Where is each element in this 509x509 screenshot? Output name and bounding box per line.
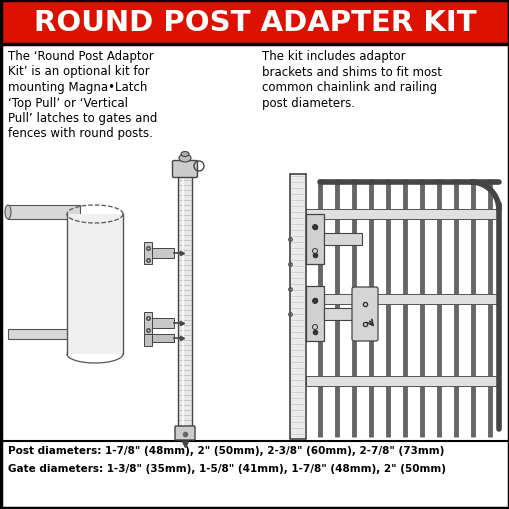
Text: Post diameters: 1-7/8" (48mm), 2" (50mm), 2-3/8" (60mm), 2-7/8" (73mm): Post diameters: 1-7/8" (48mm), 2" (50mm)…: [8, 445, 443, 455]
Text: Pull’ latches to gates and: Pull’ latches to gates and: [8, 112, 157, 125]
Text: post diameters.: post diameters.: [262, 96, 354, 109]
Text: fences with round posts.: fences with round posts.: [8, 127, 153, 140]
Bar: [305, 376, 498, 386]
Text: The kit includes adaptor: The kit includes adaptor: [262, 50, 405, 63]
FancyBboxPatch shape: [351, 288, 377, 342]
Text: ‘Top Pull’ or ‘Vertical: ‘Top Pull’ or ‘Vertical: [8, 96, 128, 109]
Bar: [305, 287, 323, 342]
Bar: [1, 1, 508, 45]
Bar: [305, 215, 323, 265]
Text: common chainlink and railing: common chainlink and railing: [262, 81, 436, 94]
Ellipse shape: [179, 155, 191, 163]
Bar: [144, 313, 152, 334]
Bar: [290, 175, 305, 439]
Bar: [144, 334, 152, 346]
Bar: [8, 206, 80, 219]
Bar: [323, 234, 361, 245]
Text: ROUND POST ADAPTER KIT: ROUND POST ADAPTER KIT: [34, 9, 475, 37]
Text: mounting Magna•Latch: mounting Magna•Latch: [8, 81, 147, 94]
FancyBboxPatch shape: [175, 426, 194, 440]
Bar: [305, 210, 498, 219]
Bar: [305, 294, 498, 304]
Bar: [323, 308, 365, 320]
Text: Kit’ is an optional kit for: Kit’ is an optional kit for: [8, 65, 150, 78]
Bar: [152, 318, 174, 328]
Bar: [178, 175, 191, 429]
Text: brackets and shims to fit most: brackets and shims to fit most: [262, 65, 441, 78]
Bar: [144, 242, 152, 265]
Bar: [8, 329, 80, 340]
FancyBboxPatch shape: [172, 161, 197, 178]
Text: Gate diameters: 1-3/8" (35mm), 1-5/8" (41mm), 1-7/8" (48mm), 2" (50mm): Gate diameters: 1-3/8" (35mm), 1-5/8" (4…: [8, 463, 445, 473]
Bar: [67, 215, 123, 354]
Ellipse shape: [181, 152, 189, 157]
Bar: [152, 334, 174, 343]
Ellipse shape: [5, 206, 11, 219]
Bar: [152, 248, 174, 259]
Text: The ‘Round Post Adaptor: The ‘Round Post Adaptor: [8, 50, 153, 63]
